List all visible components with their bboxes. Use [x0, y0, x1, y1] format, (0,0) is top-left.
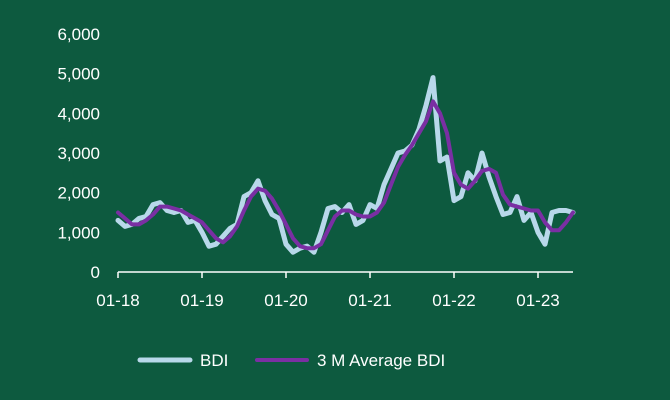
y-tick-label: 0 — [91, 263, 100, 282]
y-tick-label: 2,000 — [57, 184, 100, 203]
legend-label: BDI — [200, 351, 228, 370]
x-tick-label: 01-18 — [96, 291, 139, 310]
y-axis: 0 1,000 2,000 3,000 4,000 5,000 6,000 — [57, 25, 100, 282]
y-tick-label: 5,000 — [57, 65, 100, 84]
x-axis: 01-18 01-19 01-20 01-21 01-22 01-23 — [96, 271, 573, 310]
x-tick-label: 01-21 — [348, 291, 391, 310]
x-tick-label: 01-22 — [432, 291, 475, 310]
y-tick-label: 6,000 — [57, 25, 100, 44]
x-tick-label: 01-19 — [180, 291, 223, 310]
legend-label: 3 M Average BDI — [317, 351, 445, 370]
series-layer — [115, 75, 576, 255]
x-tick-label: 01-23 — [516, 291, 559, 310]
y-tick-label: 1,000 — [57, 223, 100, 242]
y-tick-label: 4,000 — [57, 104, 100, 123]
series-line-bdi-3m-average — [116, 99, 575, 251]
legend: BDI 3 M Average BDI — [137, 351, 445, 370]
x-tick-label: 01-20 — [264, 291, 307, 310]
y-tick-label: 3,000 — [57, 144, 100, 163]
